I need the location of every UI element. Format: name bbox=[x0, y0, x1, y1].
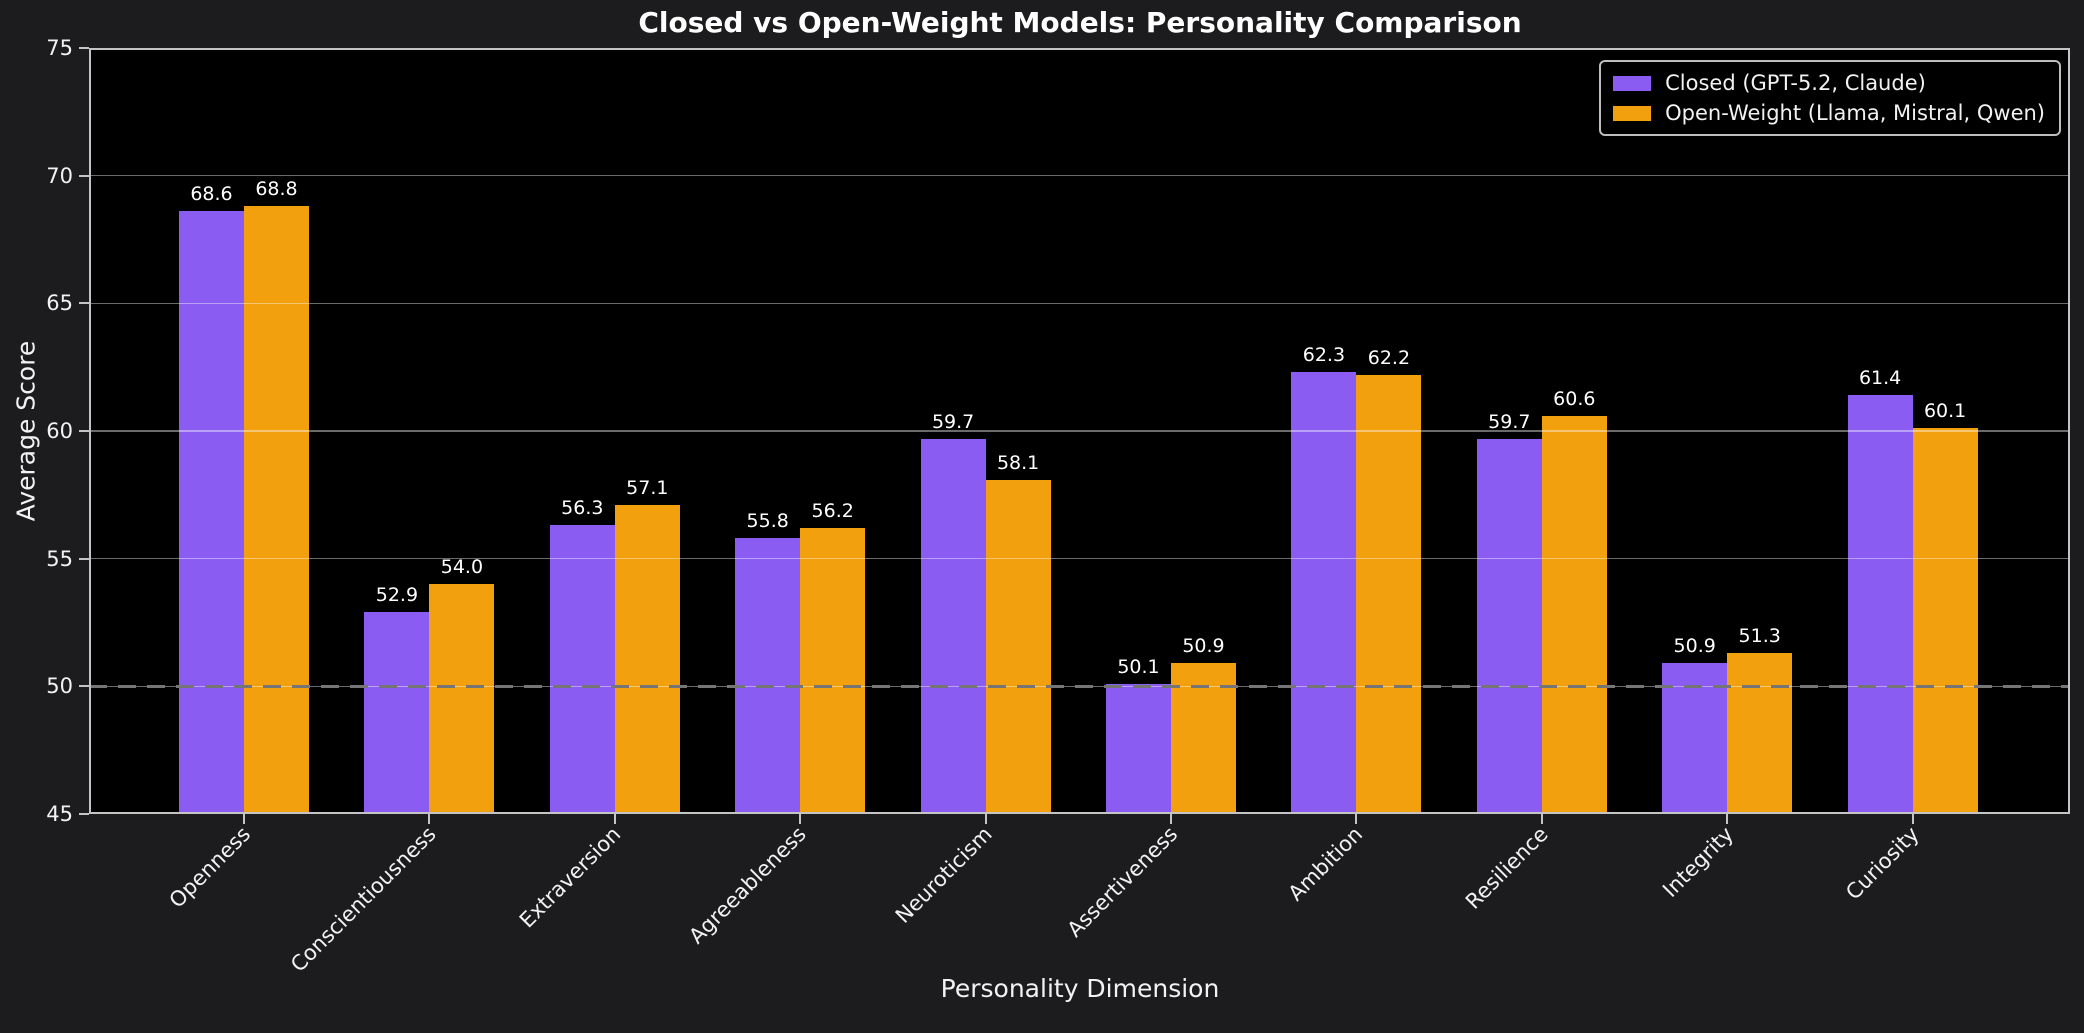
bar-value-open-weight-8: 51.3 bbox=[1738, 625, 1781, 648]
bar-closed-6 bbox=[1291, 372, 1357, 814]
bar-open-weight-8 bbox=[1727, 653, 1793, 814]
bar-open-weight-9 bbox=[1912, 428, 1978, 814]
x-tick-label-8: Integrity bbox=[1658, 822, 1739, 902]
bar-closed-7 bbox=[1476, 438, 1542, 814]
x-tick-mark-7 bbox=[1540, 814, 1543, 824]
gridline-70 bbox=[89, 174, 2070, 177]
bar-value-closed-2: 56.3 bbox=[561, 497, 604, 520]
legend-label-open-weight: Open-Weight (Llama, Mistral, Qwen) bbox=[1665, 101, 2045, 125]
x-tick-mark-2 bbox=[613, 814, 616, 824]
y-tick-label-70: 70 bbox=[46, 163, 73, 188]
x-tick-label-1: Conscientiousness bbox=[285, 822, 441, 977]
gridline-60 bbox=[89, 430, 2070, 432]
x-tick-label-7: Resilience bbox=[1461, 822, 1553, 914]
bar-closed-5 bbox=[1106, 683, 1171, 814]
bar-open-weight-2 bbox=[614, 505, 680, 814]
x-tick-label-5: Assertiveness bbox=[1062, 822, 1182, 942]
bar-value-open-weight-3: 56.2 bbox=[811, 500, 854, 523]
y-axis-label: Average Score bbox=[11, 340, 41, 522]
bar-open-weight-7 bbox=[1541, 415, 1607, 814]
bar-value-open-weight-1: 54.0 bbox=[440, 556, 484, 579]
bar-value-open-weight-9: 60.1 bbox=[1923, 400, 1967, 423]
y-tick-mark-65 bbox=[79, 302, 89, 305]
x-tick-mark-0 bbox=[243, 814, 245, 824]
x-tick-mark-5 bbox=[1170, 814, 1172, 824]
y-tick-mark-70 bbox=[79, 174, 89, 177]
bar-value-closed-8: 50.9 bbox=[1673, 635, 1716, 658]
x-tick-mark-4 bbox=[984, 814, 987, 824]
bar-value-closed-9: 61.4 bbox=[1858, 367, 1902, 390]
bar-closed-9 bbox=[1847, 395, 1913, 814]
bar-closed-8 bbox=[1662, 663, 1728, 814]
legend-item-open-weight: Open-Weight (Llama, Mistral, Qwen) bbox=[1613, 101, 2045, 125]
legend-swatch-open-weight bbox=[1613, 105, 1652, 121]
bar-open-weight-1 bbox=[429, 584, 495, 814]
y-tick-label-65: 65 bbox=[46, 291, 73, 316]
gridline-55 bbox=[89, 557, 2070, 560]
bar-value-closed-3: 55.8 bbox=[746, 510, 789, 533]
x-tick-label-6: Ambition bbox=[1283, 822, 1368, 906]
bar-closed-4 bbox=[920, 438, 986, 814]
legend-label-closed: Closed (GPT-5.2, Claude) bbox=[1665, 71, 1926, 95]
bar-value-closed-0: 68.6 bbox=[190, 183, 233, 206]
chart-title: Closed vs Open-Weight Models: Personalit… bbox=[638, 6, 1522, 39]
bar-value-open-weight-6: 62.2 bbox=[1367, 346, 1411, 369]
x-tick-label-3: Agreeableness bbox=[684, 822, 812, 949]
bar-open-weight-0 bbox=[244, 206, 309, 814]
bar-open-weight-6 bbox=[1356, 374, 1422, 814]
bar-value-open-weight-2: 57.1 bbox=[626, 477, 669, 500]
y-tick-label-60: 60 bbox=[46, 419, 73, 443]
x-tick-label-2: Extraversion bbox=[515, 822, 626, 933]
y-tick-mark-45 bbox=[79, 813, 89, 815]
plot-area: 68.6 68.8 52.9 54.0 56.3 57.1 55.8 56.2 59.7 58.1… bbox=[89, 48, 2070, 814]
bar-value-open-weight-5: 50.9 bbox=[1182, 635, 1225, 658]
x-tick-mark-3 bbox=[799, 814, 802, 824]
y-tick-mark-60 bbox=[79, 430, 89, 432]
bar-value-closed-5: 50.1 bbox=[1117, 655, 1160, 678]
bar-value-closed-6: 62.3 bbox=[1302, 344, 1346, 367]
bar-open-weight-5 bbox=[1171, 663, 1236, 814]
bar-closed-0 bbox=[179, 211, 244, 814]
x-tick-mark-1 bbox=[428, 814, 431, 824]
y-tick-mark-50 bbox=[79, 685, 89, 688]
x-tick-label-4: Neuroticism bbox=[890, 822, 997, 928]
x-tick-mark-9 bbox=[1911, 814, 1914, 824]
y-tick-label-75: 75 bbox=[46, 36, 73, 60]
y-tick-label-50: 50 bbox=[46, 674, 73, 699]
bar-closed-2 bbox=[549, 525, 615, 814]
bar-value-open-weight-4: 58.1 bbox=[996, 451, 1040, 474]
y-tick-mark-75 bbox=[79, 47, 89, 49]
x-tick-mark-8 bbox=[1726, 814, 1729, 824]
legend: Closed (GPT-5.2, Claude) Open-Weight (Ll… bbox=[1599, 60, 2061, 136]
legend-item-closed: Closed (GPT-5.2, Claude) bbox=[1613, 71, 2045, 95]
bar-open-weight-4 bbox=[985, 479, 1051, 814]
y-tick-mark-55 bbox=[79, 557, 89, 560]
bar-closed-3 bbox=[735, 538, 801, 814]
bar-closed-1 bbox=[364, 612, 430, 814]
bar-value-closed-7: 59.7 bbox=[1488, 410, 1531, 433]
x-tick-mark-6 bbox=[1355, 814, 1358, 824]
bar-open-weight-3 bbox=[800, 528, 866, 814]
x-tick-label-0: Openness bbox=[164, 822, 255, 913]
bar-value-closed-4: 59.7 bbox=[931, 410, 975, 433]
x-axis-label: Personality Dimension bbox=[940, 974, 1220, 1003]
gridline-65 bbox=[89, 302, 2070, 305]
x-tick-label-9: Curiosity bbox=[1841, 822, 1924, 905]
y-tick-label-55: 55 bbox=[46, 546, 73, 571]
y-tick-label-45: 45 bbox=[46, 802, 73, 826]
bar-value-open-weight-7: 60.6 bbox=[1553, 387, 1596, 410]
bar-value-closed-1: 52.9 bbox=[375, 584, 419, 607]
bar-value-open-weight-0: 68.8 bbox=[255, 178, 298, 201]
legend-swatch-closed bbox=[1613, 75, 1652, 91]
baseline-line-50 bbox=[89, 684, 2070, 688]
